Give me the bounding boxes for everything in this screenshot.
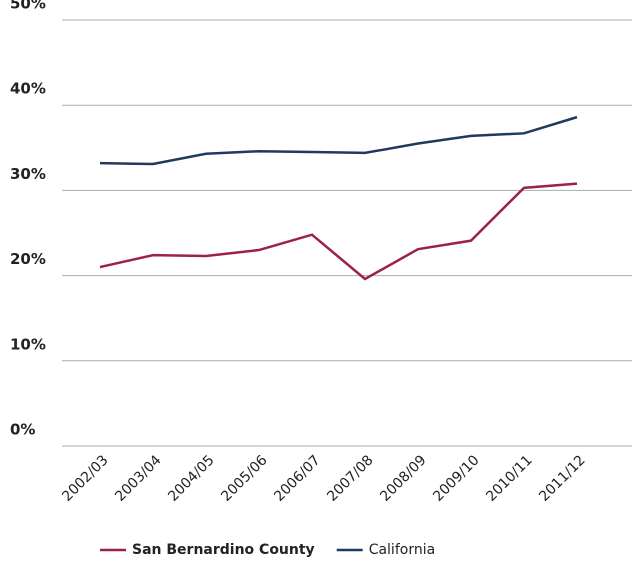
series-line: [99, 115, 578, 166]
y-tick-label: 30%: [10, 165, 46, 183]
x-tick-label: 2006/07: [271, 452, 323, 504]
x-tick-label: 2002/03: [59, 452, 111, 504]
series-line: [99, 182, 578, 281]
legend-label: San Bernardino County: [132, 542, 315, 558]
x-tick-label: 2005/06: [218, 452, 271, 505]
x-tick-label: 2011/12: [536, 452, 588, 504]
y-tick-label: 10%: [10, 335, 46, 353]
y-tick-label: 50%: [10, 0, 46, 13]
x-tick-label: 2004/05: [165, 452, 217, 504]
x-tick-label: 2003/04: [112, 452, 165, 505]
x-tick-label: 2009/10: [430, 452, 482, 504]
x-tick-label: 2008/09: [377, 452, 429, 504]
y-tick-label: 0%: [10, 421, 35, 439]
x-tick-label: 2007/08: [324, 452, 376, 504]
y-tick-label: 20%: [10, 250, 46, 268]
x-tick-label: 2010/11: [483, 452, 535, 504]
y-tick-label: 40%: [10, 80, 46, 98]
legend-label: California: [369, 542, 435, 558]
